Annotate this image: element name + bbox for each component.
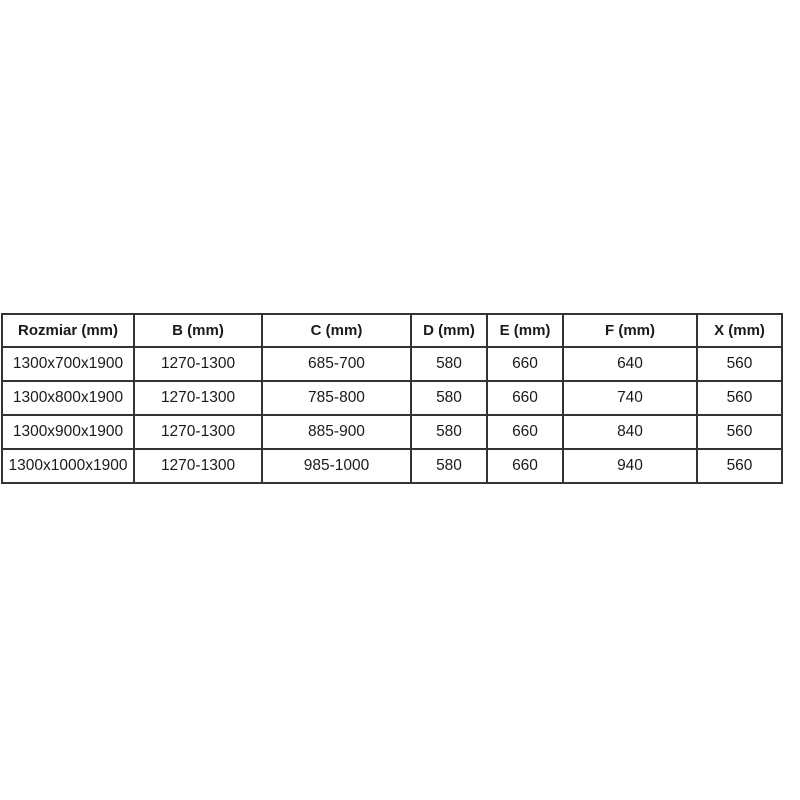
cell-d: 580 bbox=[410, 448, 488, 484]
header-b: B (mm) bbox=[133, 313, 263, 348]
cell-x: 560 bbox=[696, 414, 783, 450]
cell-x: 560 bbox=[696, 448, 783, 484]
dimensions-table: Rozmiar (mm) B (mm) C (mm) D (mm) E (mm)… bbox=[1, 313, 783, 484]
cell-x: 560 bbox=[696, 380, 783, 416]
cell-c: 685-700 bbox=[261, 346, 412, 382]
cell-f: 840 bbox=[562, 414, 698, 450]
cell-rozmiar: 1300x900x1900 bbox=[1, 414, 135, 450]
cell-f: 640 bbox=[562, 346, 698, 382]
header-d: D (mm) bbox=[410, 313, 488, 348]
table-row: 1300x900x1900 1270-1300 885-900 580 660 … bbox=[1, 414, 783, 450]
cell-d: 580 bbox=[410, 346, 488, 382]
cell-rozmiar: 1300x800x1900 bbox=[1, 380, 135, 416]
cell-e: 660 bbox=[486, 346, 564, 382]
cell-rozmiar: 1300x700x1900 bbox=[1, 346, 135, 382]
cell-d: 580 bbox=[410, 380, 488, 416]
header-rozmiar: Rozmiar (mm) bbox=[1, 313, 135, 348]
header-x: X (mm) bbox=[696, 313, 783, 348]
cell-c: 985-1000 bbox=[261, 448, 412, 484]
cell-b: 1270-1300 bbox=[133, 448, 263, 484]
cell-e: 660 bbox=[486, 380, 564, 416]
cell-f: 940 bbox=[562, 448, 698, 484]
cell-x: 560 bbox=[696, 346, 783, 382]
cell-d: 580 bbox=[410, 414, 488, 450]
header-c: C (mm) bbox=[261, 313, 412, 348]
table-row: 1300x1000x1900 1270-1300 985-1000 580 66… bbox=[1, 448, 783, 484]
header-e: E (mm) bbox=[486, 313, 564, 348]
cell-e: 660 bbox=[486, 414, 564, 450]
cell-c: 785-800 bbox=[261, 380, 412, 416]
cell-b: 1270-1300 bbox=[133, 414, 263, 450]
table-row: 1300x700x1900 1270-1300 685-700 580 660 … bbox=[1, 346, 783, 382]
cell-c: 885-900 bbox=[261, 414, 412, 450]
cell-f: 740 bbox=[562, 380, 698, 416]
header-f: F (mm) bbox=[562, 313, 698, 348]
table-row: 1300x800x1900 1270-1300 785-800 580 660 … bbox=[1, 380, 783, 416]
table-header-row: Rozmiar (mm) B (mm) C (mm) D (mm) E (mm)… bbox=[1, 313, 783, 348]
cell-e: 660 bbox=[486, 448, 564, 484]
cell-b: 1270-1300 bbox=[133, 346, 263, 382]
cell-rozmiar: 1300x1000x1900 bbox=[1, 448, 135, 484]
cell-b: 1270-1300 bbox=[133, 380, 263, 416]
